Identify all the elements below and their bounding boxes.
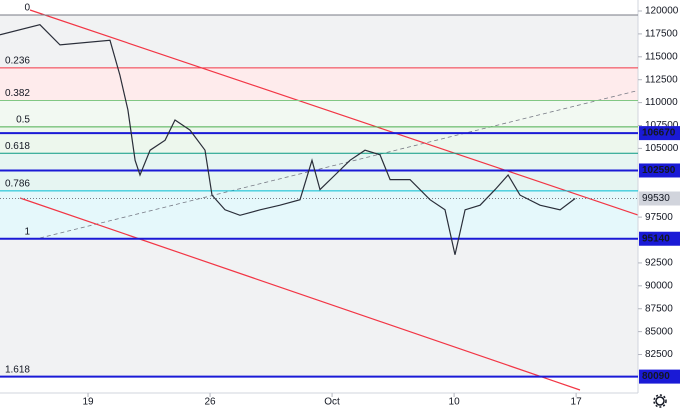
- trend-dashed: [39, 90, 637, 239]
- x-tick-label: Oct: [324, 397, 340, 408]
- y-tick-label: 97500: [645, 212, 673, 223]
- y-tick-label: 112500: [645, 74, 678, 85]
- y-tick-label: 87500: [645, 303, 673, 314]
- x-tick-label: 17: [571, 397, 583, 408]
- y-tick-label: 90000: [645, 280, 673, 291]
- last-price-box: [639, 191, 680, 206]
- last-price-label: 99530: [642, 193, 670, 204]
- price-label: 95140: [642, 233, 670, 244]
- settings-icon[interactable]: [653, 394, 667, 408]
- fib-level-label: 0.236: [5, 55, 30, 66]
- x-tick-label: 26: [204, 397, 216, 408]
- y-tick-label: 117500: [645, 29, 678, 40]
- price-label-box: [639, 231, 680, 246]
- fib-level-label: 1: [24, 226, 30, 237]
- fib-band: [0, 126, 638, 154]
- y-tick-label: 92500: [645, 258, 673, 269]
- price-label-box: [639, 369, 680, 384]
- fib-bands: [0, 15, 638, 377]
- price-label: 106670: [642, 128, 676, 139]
- y-tick-label: 110000: [645, 97, 678, 108]
- fib-level-label: 0.786: [5, 178, 30, 189]
- fib-band: [0, 67, 638, 101]
- y-tick-label: 107500: [645, 120, 679, 131]
- price-label: 80090: [642, 371, 670, 382]
- fib-level-label: 0.618: [5, 141, 30, 152]
- gear[interactable]: [655, 396, 665, 406]
- price-label-box: [639, 163, 680, 178]
- fib-band: [0, 238, 638, 377]
- fib-level-label: 0.5: [16, 115, 30, 126]
- gear-teeth[interactable]: [653, 394, 667, 408]
- y-tick-label: 120000: [645, 6, 679, 17]
- fib-band: [0, 15, 638, 68]
- channel-upper: [29, 9, 639, 216]
- y-tick-label: 82500: [645, 349, 673, 360]
- y-tick-label: 115000: [645, 51, 678, 62]
- fib-level-label: 1.618: [5, 365, 30, 376]
- channel-lower: [19, 197, 581, 391]
- price-label-box: [639, 126, 680, 141]
- x-tick-label: 19: [82, 397, 94, 408]
- fib-level-label: 0.382: [5, 88, 30, 99]
- price-line-series: [0, 24, 576, 255]
- y-tick-label: 105000: [645, 143, 679, 154]
- x-tick-label: 10: [449, 397, 461, 408]
- fib-band: [0, 100, 638, 127]
- fib-level-label: 0: [24, 3, 30, 14]
- price-label: 102590: [642, 165, 676, 176]
- y-tick-label: 85000: [645, 326, 673, 337]
